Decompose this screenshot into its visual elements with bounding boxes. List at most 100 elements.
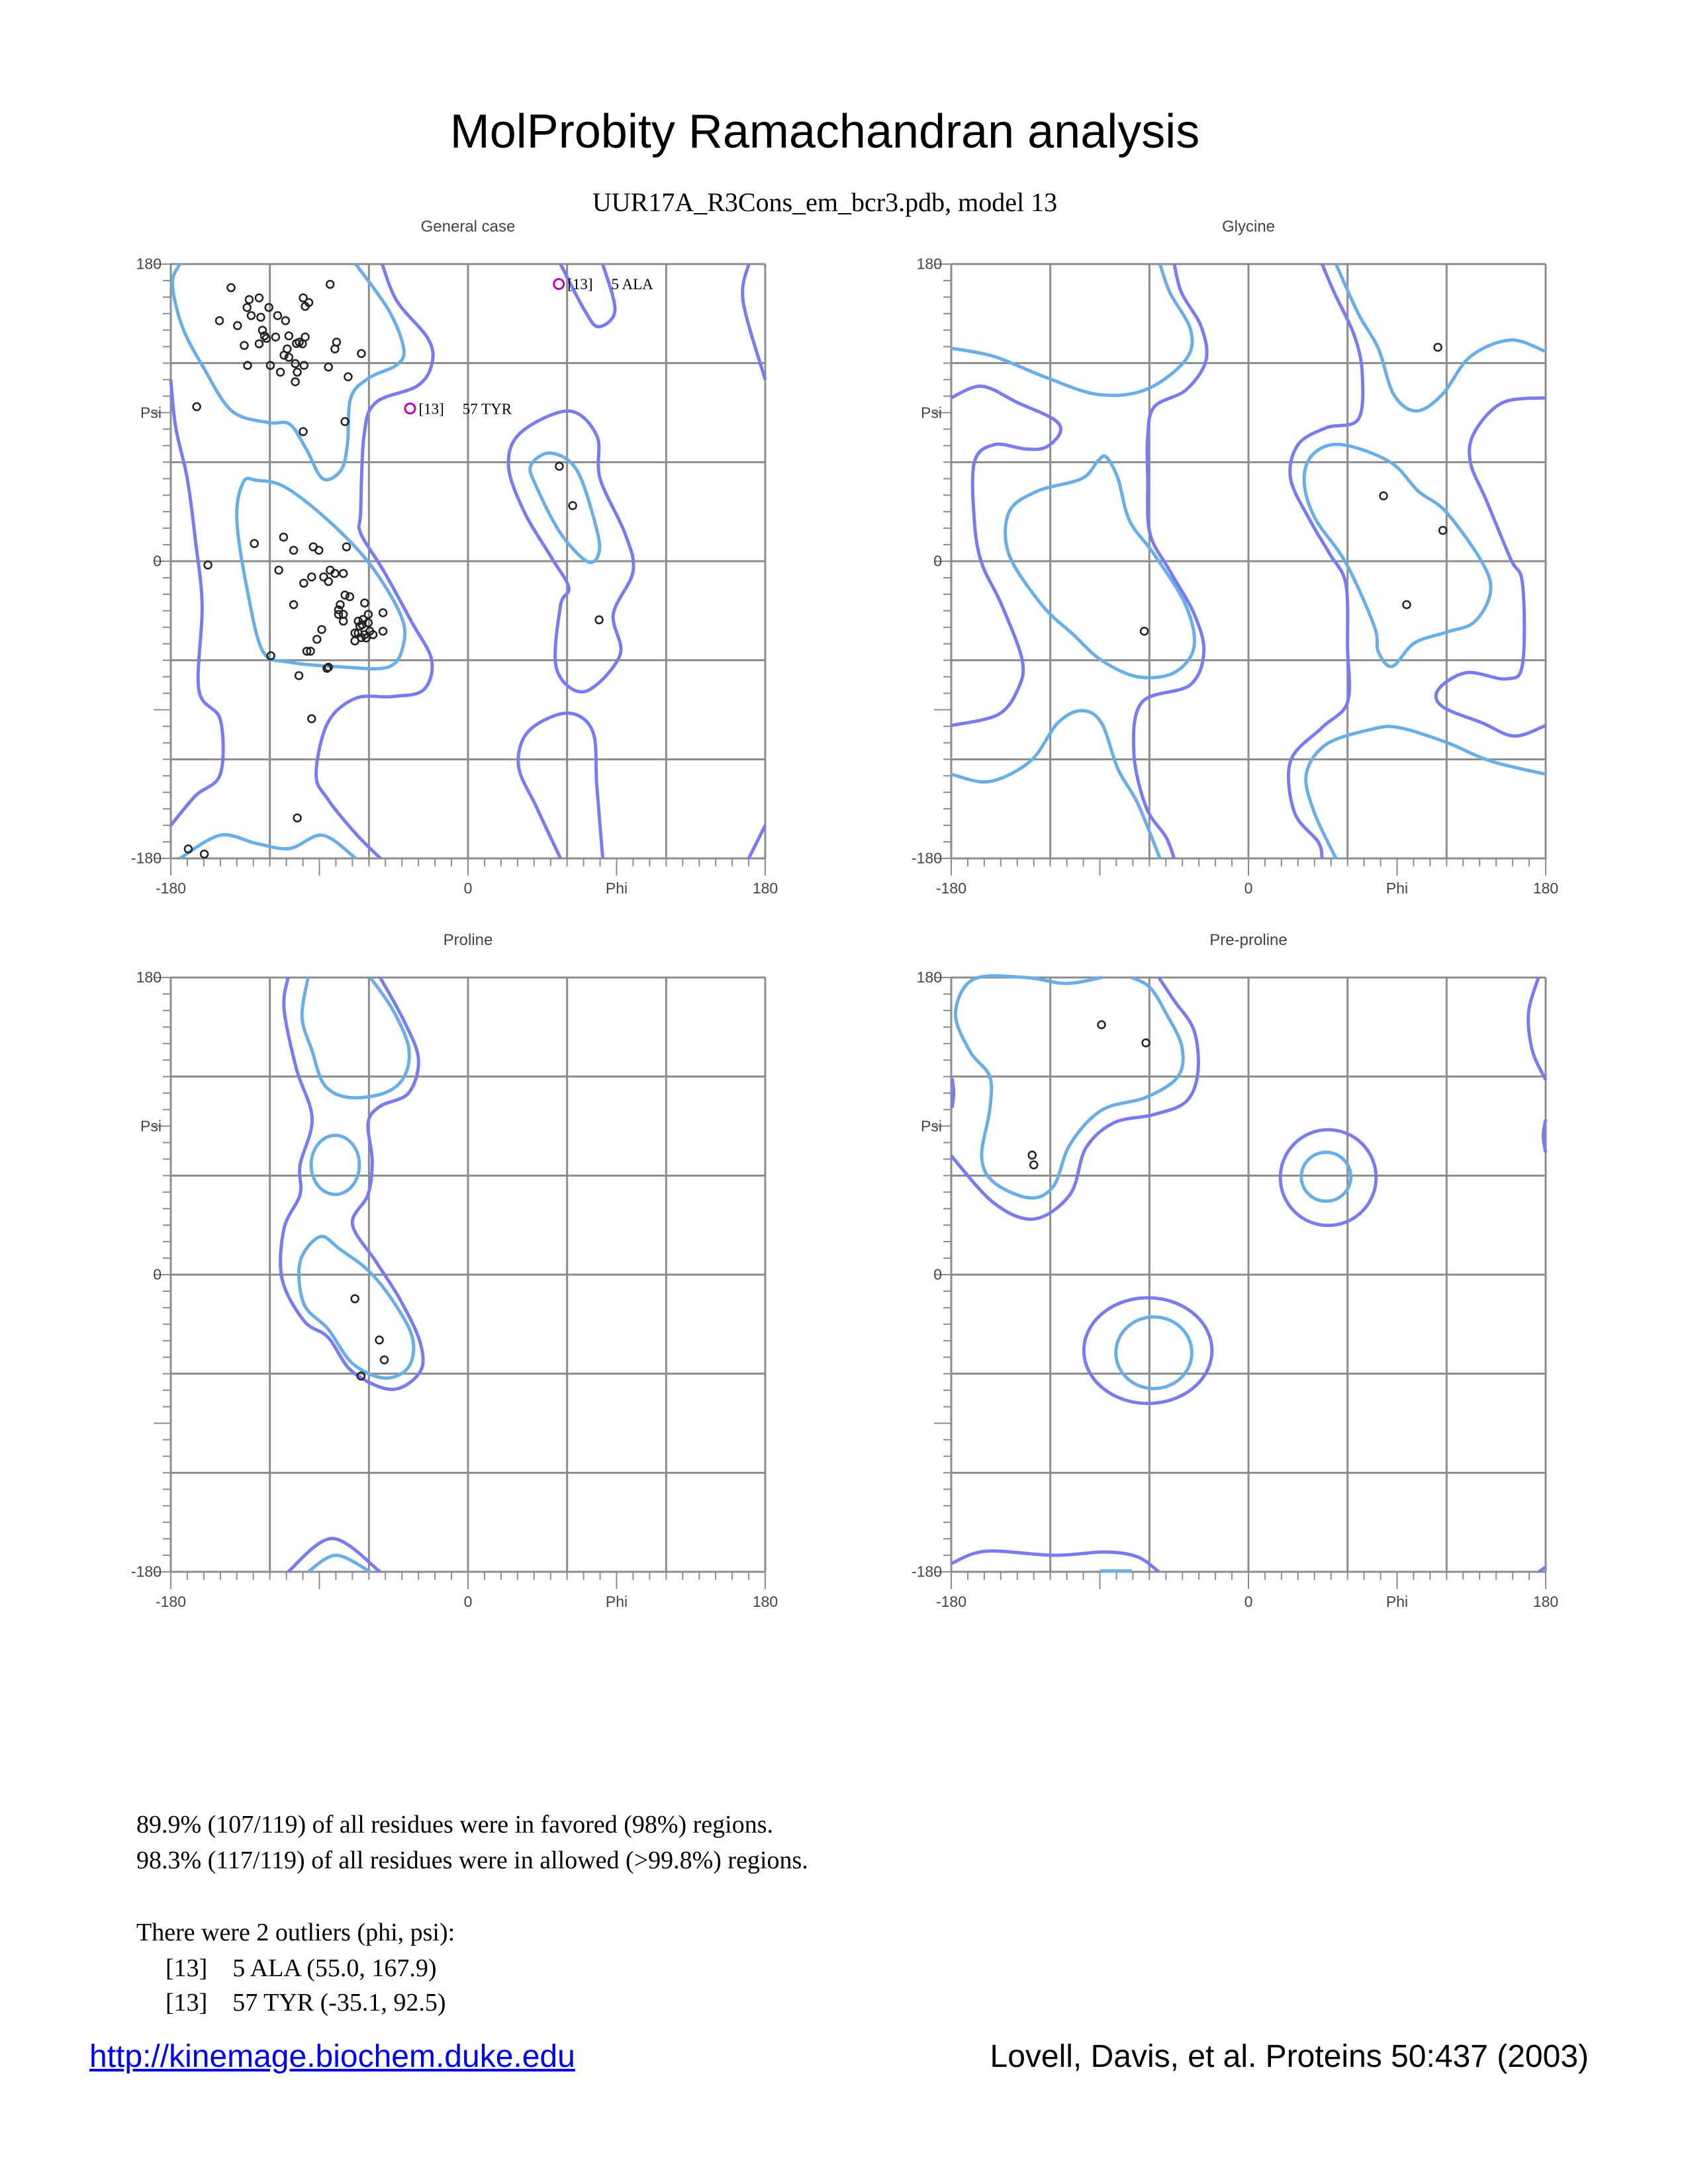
residue-point <box>1139 627 1149 636</box>
residue-point <box>357 349 366 358</box>
allowed-contour <box>950 1077 956 1109</box>
residue-point <box>378 608 388 617</box>
residue-point <box>291 359 300 369</box>
allowed-contour <box>1278 1128 1378 1228</box>
residue-point <box>1029 1160 1039 1169</box>
allowed-contour <box>506 409 635 694</box>
residue-point <box>1141 1038 1150 1048</box>
x-tick-label: 180 <box>752 880 778 897</box>
allowed-contour <box>747 824 767 860</box>
y-tick-label: 180 <box>136 255 162 273</box>
residue-point <box>334 605 344 615</box>
ramachandran-svg <box>934 263 1547 876</box>
ramachandran-svg: [13] 5 ALA [13] 57 TYR <box>154 263 767 876</box>
allowed-contour <box>1538 1565 1547 1574</box>
allowed-summary: 98.3% (117/119) of all residues were in … <box>136 1846 808 1874</box>
residue-point <box>214 316 224 326</box>
favored-contour <box>1304 725 1546 860</box>
residue-point <box>314 545 324 555</box>
residue-point <box>265 361 275 370</box>
residue-point <box>244 295 254 304</box>
x-tick-label: 180 <box>752 1593 778 1610</box>
residue-point <box>317 625 326 635</box>
y-tick-label: -180 <box>911 849 942 867</box>
residue-point <box>254 339 264 349</box>
residue-point <box>324 662 333 672</box>
allowed-contour <box>1526 977 1548 1081</box>
allowed-contour <box>1082 1296 1214 1406</box>
residue-point <box>344 372 353 382</box>
residue-point <box>240 341 249 350</box>
outlier-line: [13] 57 TYR (-35.1, 92.5) <box>165 1989 446 2017</box>
favored-contour <box>170 263 406 482</box>
residue-point <box>242 302 252 312</box>
residue-point <box>291 377 300 387</box>
residue-point <box>279 532 289 542</box>
favored-contour <box>1299 1150 1353 1203</box>
x-tick-label: 0 <box>463 880 473 897</box>
residue-point <box>338 616 348 626</box>
x-tick-label: -180 <box>155 880 187 897</box>
ramachandran-svg <box>154 976 767 1589</box>
x-tick-label: 0 <box>463 1593 473 1610</box>
residue-point <box>342 542 352 552</box>
plot-title: General case <box>420 218 516 236</box>
residue-point <box>357 620 367 629</box>
residue-point <box>264 302 273 312</box>
residue-point <box>299 427 308 436</box>
allowed-contour <box>287 1537 381 1574</box>
allowed-contour <box>1131 263 1209 859</box>
residue-point <box>273 311 283 320</box>
residue-point <box>302 647 312 656</box>
ramachandran-svg <box>934 974 1548 1589</box>
x-tick-label: 0 <box>1244 880 1253 897</box>
residue-point <box>301 302 310 311</box>
outlier-label: [13] 5 ALA <box>567 276 653 293</box>
residue-point <box>274 565 283 575</box>
residue-point <box>350 636 359 646</box>
residue-point <box>293 367 302 377</box>
favored-contour <box>297 1234 416 1380</box>
residue-point <box>307 572 316 582</box>
residue-point <box>330 344 340 353</box>
allowed-contour <box>741 263 767 381</box>
y-tick-label: 0 <box>933 1265 942 1283</box>
allowed-contour <box>950 385 1062 727</box>
allowed-contour <box>950 976 1200 1221</box>
residue-point <box>183 844 193 854</box>
favored-contour <box>300 976 411 1100</box>
residue-point <box>275 367 285 377</box>
allowed-contour <box>169 379 225 827</box>
y-tick-label: 0 <box>153 1265 162 1283</box>
allowed-contour <box>1286 263 1365 859</box>
y-tick-label: 180 <box>916 255 942 273</box>
x-tick-label: -180 <box>935 1593 967 1610</box>
outliers-header: There were 2 outliers (phi, psi): <box>136 1919 455 1946</box>
outlier-label: [13] 57 TYR <box>418 400 512 417</box>
allowed-contour <box>1541 1119 1548 1153</box>
favored-summary: 89.9% (107/119) of all residues were in … <box>136 1811 774 1839</box>
y-tick-label: 180 <box>916 968 942 986</box>
residue-point <box>281 316 291 326</box>
residue-point <box>192 402 201 412</box>
residue-point <box>289 600 299 610</box>
residue-point <box>299 361 309 370</box>
residue-point <box>299 293 308 302</box>
residue-point <box>340 417 350 426</box>
y-tick-label: -180 <box>130 849 162 867</box>
outlier-line: [13] 5 ALA (55.0, 167.9) <box>165 1954 437 1982</box>
residue-point <box>378 627 388 636</box>
favored-contour <box>953 974 1185 1200</box>
allowed-contour <box>516 711 605 860</box>
residue-point <box>568 501 577 510</box>
residue-point <box>199 849 209 859</box>
kinemage-link[interactable]: http://kinemage.biochem.duke.edu <box>89 2039 575 2074</box>
residue-point <box>1438 525 1448 535</box>
residue-point <box>243 361 252 370</box>
favored-contour <box>1334 263 1546 413</box>
favored-contour <box>179 833 357 860</box>
residue-point <box>324 576 333 586</box>
y-tick-label: -180 <box>911 1563 942 1580</box>
residue-point <box>226 283 236 293</box>
residue-point <box>334 610 344 619</box>
